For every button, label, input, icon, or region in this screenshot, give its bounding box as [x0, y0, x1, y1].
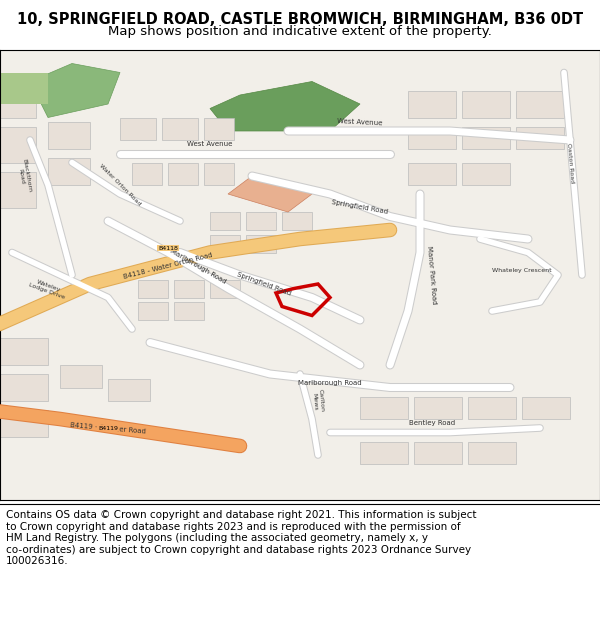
Bar — [60, 365, 102, 388]
Bar — [210, 279, 240, 298]
Bar — [132, 162, 162, 185]
Text: Marlborough Road: Marlborough Road — [298, 380, 362, 386]
Text: 10, SPRINGFIELD ROAD, CASTLE BROMWICH, BIRMINGHAM, B36 0DT: 10, SPRINGFIELD ROAD, CASTLE BROMWICH, B… — [17, 12, 583, 28]
Bar — [468, 396, 516, 419]
Bar — [414, 396, 462, 419]
Text: West Avenue: West Avenue — [187, 141, 233, 148]
Text: Springfield Road: Springfield Road — [236, 271, 292, 297]
Text: Water Orton Road: Water Orton Road — [98, 163, 142, 207]
Bar — [48, 158, 90, 185]
Bar — [360, 396, 408, 419]
Bar — [516, 126, 564, 149]
Text: B4118 - Water Orton Road: B4118 - Water Orton Road — [123, 252, 213, 280]
Text: B4118: B4118 — [158, 246, 178, 251]
Bar — [204, 162, 234, 185]
Text: Carlton
Mews: Carlton Mews — [311, 389, 325, 413]
Bar — [408, 162, 456, 185]
Bar — [174, 302, 204, 320]
Bar — [0, 338, 48, 365]
Bar — [0, 374, 48, 401]
Text: Oaston Road: Oaston Road — [566, 142, 574, 182]
Bar — [516, 91, 564, 118]
Polygon shape — [30, 64, 120, 118]
Bar — [162, 118, 198, 140]
Bar — [0, 81, 36, 118]
Bar — [462, 126, 510, 149]
Bar — [138, 302, 168, 320]
Bar — [0, 171, 36, 208]
Bar — [360, 441, 408, 464]
Text: Manor Park Road: Manor Park Road — [427, 246, 437, 304]
Text: Marlborough Road: Marlborough Road — [169, 248, 227, 284]
Text: Whateley Crescent: Whateley Crescent — [492, 268, 552, 273]
Bar — [210, 234, 240, 253]
Bar — [408, 91, 456, 118]
Bar — [462, 162, 510, 185]
Bar — [174, 279, 204, 298]
Bar — [0, 126, 36, 162]
Bar — [408, 126, 456, 149]
Bar — [246, 212, 276, 230]
Text: Bentley Road: Bentley Road — [409, 421, 455, 426]
Bar — [414, 441, 462, 464]
Bar — [246, 234, 276, 253]
Bar — [48, 122, 90, 149]
Polygon shape — [210, 81, 360, 131]
Text: Wateley
Lodge Drive: Wateley Lodge Drive — [28, 277, 68, 300]
Polygon shape — [0, 72, 48, 104]
Bar — [210, 212, 240, 230]
Bar — [468, 441, 516, 464]
Bar — [462, 91, 510, 118]
Text: Contains OS data © Crown copyright and database right 2021. This information is : Contains OS data © Crown copyright and d… — [6, 510, 476, 566]
Bar — [0, 410, 48, 437]
Text: Springfield Road: Springfield Road — [331, 199, 389, 216]
Bar — [120, 118, 156, 140]
Bar — [138, 279, 168, 298]
Bar — [522, 396, 570, 419]
Text: B4119: B4119 — [98, 426, 118, 431]
Text: Map shows position and indicative extent of the property.: Map shows position and indicative extent… — [108, 24, 492, 38]
Bar — [282, 212, 312, 230]
Polygon shape — [228, 176, 312, 212]
Text: Blackthorn
Road: Blackthorn Road — [16, 158, 32, 194]
Bar — [168, 162, 198, 185]
Text: West Avenue: West Avenue — [337, 118, 383, 126]
Bar — [108, 379, 150, 401]
Bar — [204, 118, 234, 140]
Text: B4119 · Chester Road: B4119 · Chester Road — [70, 422, 146, 434]
